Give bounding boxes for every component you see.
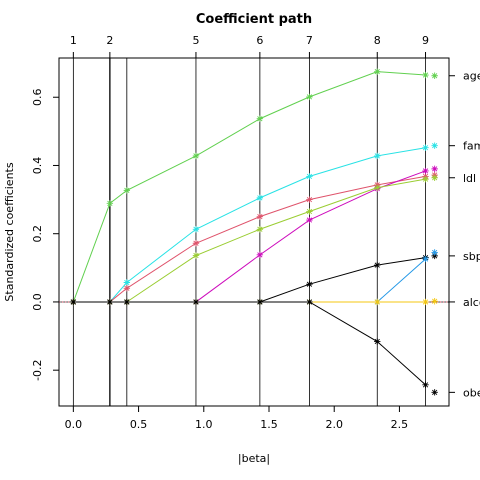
data-point bbox=[123, 187, 131, 194]
x-tick-label: 2.5 bbox=[391, 418, 409, 431]
data-point bbox=[374, 68, 381, 75]
end-point bbox=[431, 142, 438, 149]
data-point bbox=[374, 338, 381, 345]
variable-label: sbp bbox=[463, 250, 480, 263]
series-line bbox=[73, 257, 426, 303]
data-point bbox=[106, 200, 114, 207]
data-point bbox=[256, 251, 264, 259]
end-point bbox=[431, 174, 438, 181]
data-point bbox=[123, 298, 131, 306]
data-point bbox=[256, 226, 264, 233]
plot-area: 0.0 0.5 1.0 1.5 2.0 2.5 -0.2 0.0 0.2 0.4 0.6 1 2 5 6 7 8… bbox=[31, 34, 480, 431]
data-point bbox=[374, 152, 381, 160]
data-point bbox=[306, 208, 313, 215]
data-point bbox=[192, 240, 200, 247]
series-line bbox=[73, 175, 426, 303]
end-point bbox=[431, 165, 438, 173]
data-point bbox=[422, 175, 429, 183]
end-point bbox=[431, 252, 438, 260]
data-point bbox=[192, 298, 200, 306]
data-point bbox=[256, 194, 264, 202]
y-axis-label: Standardized coefficients bbox=[3, 162, 16, 301]
data-point bbox=[422, 255, 429, 263]
data-point bbox=[422, 167, 429, 175]
data-point bbox=[306, 216, 313, 224]
top-step-label: 5 bbox=[192, 34, 199, 47]
data-point bbox=[123, 279, 131, 286]
data-point bbox=[422, 381, 429, 389]
top-step-label: 8 bbox=[374, 34, 381, 47]
end-point bbox=[431, 249, 438, 256]
data-point bbox=[256, 298, 264, 306]
data-point bbox=[374, 298, 381, 306]
variable-label: age bbox=[463, 70, 480, 83]
chart-title: Coefficient path bbox=[196, 12, 312, 27]
x-tick-label: 0.0 bbox=[65, 418, 83, 431]
data-point bbox=[422, 298, 429, 306]
data-point bbox=[192, 152, 200, 160]
data-point bbox=[306, 93, 313, 101]
y-tick-label: 0.4 bbox=[31, 157, 44, 175]
data-point bbox=[306, 281, 313, 288]
data-point bbox=[422, 144, 429, 151]
data-point bbox=[123, 285, 131, 292]
plot-border bbox=[58, 57, 450, 407]
y-tick-label: 0.6 bbox=[31, 88, 44, 106]
y-tick-label: -0.2 bbox=[31, 359, 44, 380]
end-point bbox=[431, 389, 438, 396]
variable-label: alcohol bbox=[463, 296, 480, 309]
end-point bbox=[431, 72, 438, 79]
series-line bbox=[72, 71, 426, 303]
data-point bbox=[374, 261, 381, 269]
top-step-label: 9 bbox=[422, 34, 429, 47]
end-point bbox=[431, 298, 438, 305]
x-tick-label: 1.0 bbox=[195, 418, 213, 431]
y-tick-label: 0.2 bbox=[31, 225, 44, 243]
data-point bbox=[422, 71, 429, 79]
data-point bbox=[192, 252, 200, 259]
data-point bbox=[306, 298, 313, 306]
data-point bbox=[306, 196, 313, 203]
top-step-label: 7 bbox=[306, 34, 313, 47]
data-point bbox=[256, 115, 264, 122]
variable-label: ldl bbox=[463, 172, 476, 185]
x-tick-label: 0.5 bbox=[130, 418, 148, 431]
data-point bbox=[374, 184, 381, 191]
top-step-label: 6 bbox=[256, 34, 263, 47]
top-step-label: 2 bbox=[106, 34, 113, 47]
top-step-label: 1 bbox=[70, 34, 77, 47]
variable-label: famhist bbox=[463, 140, 480, 153]
y-tick-label: 0.0 bbox=[31, 293, 44, 311]
data-point bbox=[306, 173, 313, 180]
data-point bbox=[192, 226, 200, 233]
data-point bbox=[256, 213, 264, 220]
variable-label: obesity bbox=[463, 386, 480, 399]
x-tick-label: 1.5 bbox=[260, 418, 278, 431]
x-axis-label: |beta| bbox=[238, 452, 270, 465]
series-line bbox=[73, 147, 426, 303]
data-point bbox=[70, 298, 77, 306]
series-line bbox=[73, 258, 426, 303]
x-tick-label: 2.0 bbox=[325, 418, 343, 431]
series-line bbox=[73, 301, 426, 386]
data-point bbox=[106, 298, 114, 306]
